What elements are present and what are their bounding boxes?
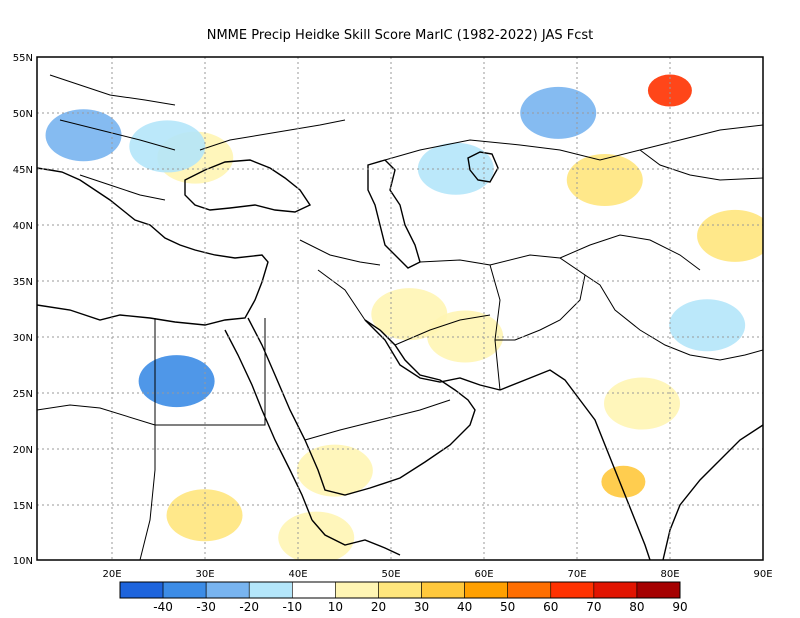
skill-region	[278, 511, 355, 560]
skill-region	[45, 109, 122, 162]
skill-region	[697, 209, 763, 262]
y-tick-label: 30N	[13, 333, 33, 344]
country-borders	[37, 74, 763, 560]
colorbar-swatch	[378, 581, 422, 599]
colorbar-label: 90	[672, 600, 687, 614]
x-tick-label: 50E	[381, 569, 400, 580]
skill-region	[296, 444, 373, 497]
y-tick-label: 10N	[13, 556, 33, 567]
coastlines	[37, 151, 763, 560]
colorbar: -40 -30 -20 -10 10 20 30 40 50 60 70 80 90	[119, 581, 688, 614]
y-tick-label: 50N	[13, 109, 33, 120]
x-tick-label: 40E	[288, 569, 307, 580]
colorbar-frame	[119, 581, 681, 599]
skill-region	[427, 310, 504, 363]
y-tick-label: 40N	[13, 221, 33, 232]
colorbar-swatch	[119, 581, 164, 599]
skill-region	[566, 153, 643, 206]
skill-region	[601, 465, 646, 498]
colorbar-label: 60	[543, 600, 558, 614]
skill-region	[604, 377, 680, 430]
map-frame	[36, 56, 764, 561]
colorbar-swatch	[292, 581, 336, 599]
colorbar-swatch	[205, 581, 250, 599]
colorbar-swatch	[464, 581, 508, 599]
gridlines	[37, 57, 763, 560]
skill-region	[669, 299, 746, 352]
colorbar-label: 70	[586, 600, 601, 614]
x-tick-label: 30E	[195, 569, 214, 580]
colorbar-label: -10	[283, 600, 303, 614]
skill-region	[371, 288, 448, 341]
colorbar-label: 50	[500, 600, 515, 614]
skill-shading	[45, 74, 763, 560]
map-title: NMME Precip Heidke Skill Score MarIC (19…	[206, 28, 594, 43]
x-axis: 20E 30E 40E 50E 60E 70E 80E 90E	[102, 569, 772, 580]
y-tick-label: 25N	[13, 389, 33, 400]
colorbar-label: 40	[457, 600, 472, 614]
skill-region	[138, 355, 215, 408]
skill-region	[417, 142, 494, 195]
colorbar-label: -40	[153, 600, 173, 614]
x-tick-label: 70E	[567, 569, 586, 580]
y-tick-label: 15N	[13, 501, 33, 512]
colorbar-swatch	[162, 581, 207, 599]
x-tick-label: 60E	[474, 569, 493, 580]
colorbar-label: 20	[371, 600, 386, 614]
colorbar-swatch	[507, 581, 552, 599]
skill-region	[129, 120, 206, 173]
x-tick-label: 90E	[753, 569, 772, 580]
colorbar-swatch	[636, 581, 681, 599]
colorbar-swatch	[421, 581, 465, 599]
colorbar-label: -30	[196, 600, 216, 614]
colorbar-swatch	[593, 581, 638, 599]
colorbar-label: 30	[414, 600, 429, 614]
y-tick-label: 45N	[13, 165, 33, 176]
skill-region	[166, 489, 243, 542]
colorbar-label: 10	[328, 600, 343, 614]
colorbar-swatch	[248, 581, 293, 599]
colorbar-swatch	[550, 581, 595, 599]
colorbar-label: 80	[629, 600, 644, 614]
x-tick-label: 20E	[102, 569, 121, 580]
colorbar-swatch	[335, 581, 379, 599]
x-tick-label: 80E	[660, 569, 679, 580]
y-tick-label: 20N	[13, 445, 33, 456]
skill-region	[129, 411, 206, 464]
y-tick-label: 55N	[13, 53, 33, 64]
y-tick-label: 35N	[13, 277, 33, 288]
colorbar-label: -20	[239, 600, 259, 614]
skill-region	[647, 74, 692, 107]
y-axis: 55N 50N 45N 40N 35N 30N 25N 20N 15N 10N	[13, 53, 33, 567]
